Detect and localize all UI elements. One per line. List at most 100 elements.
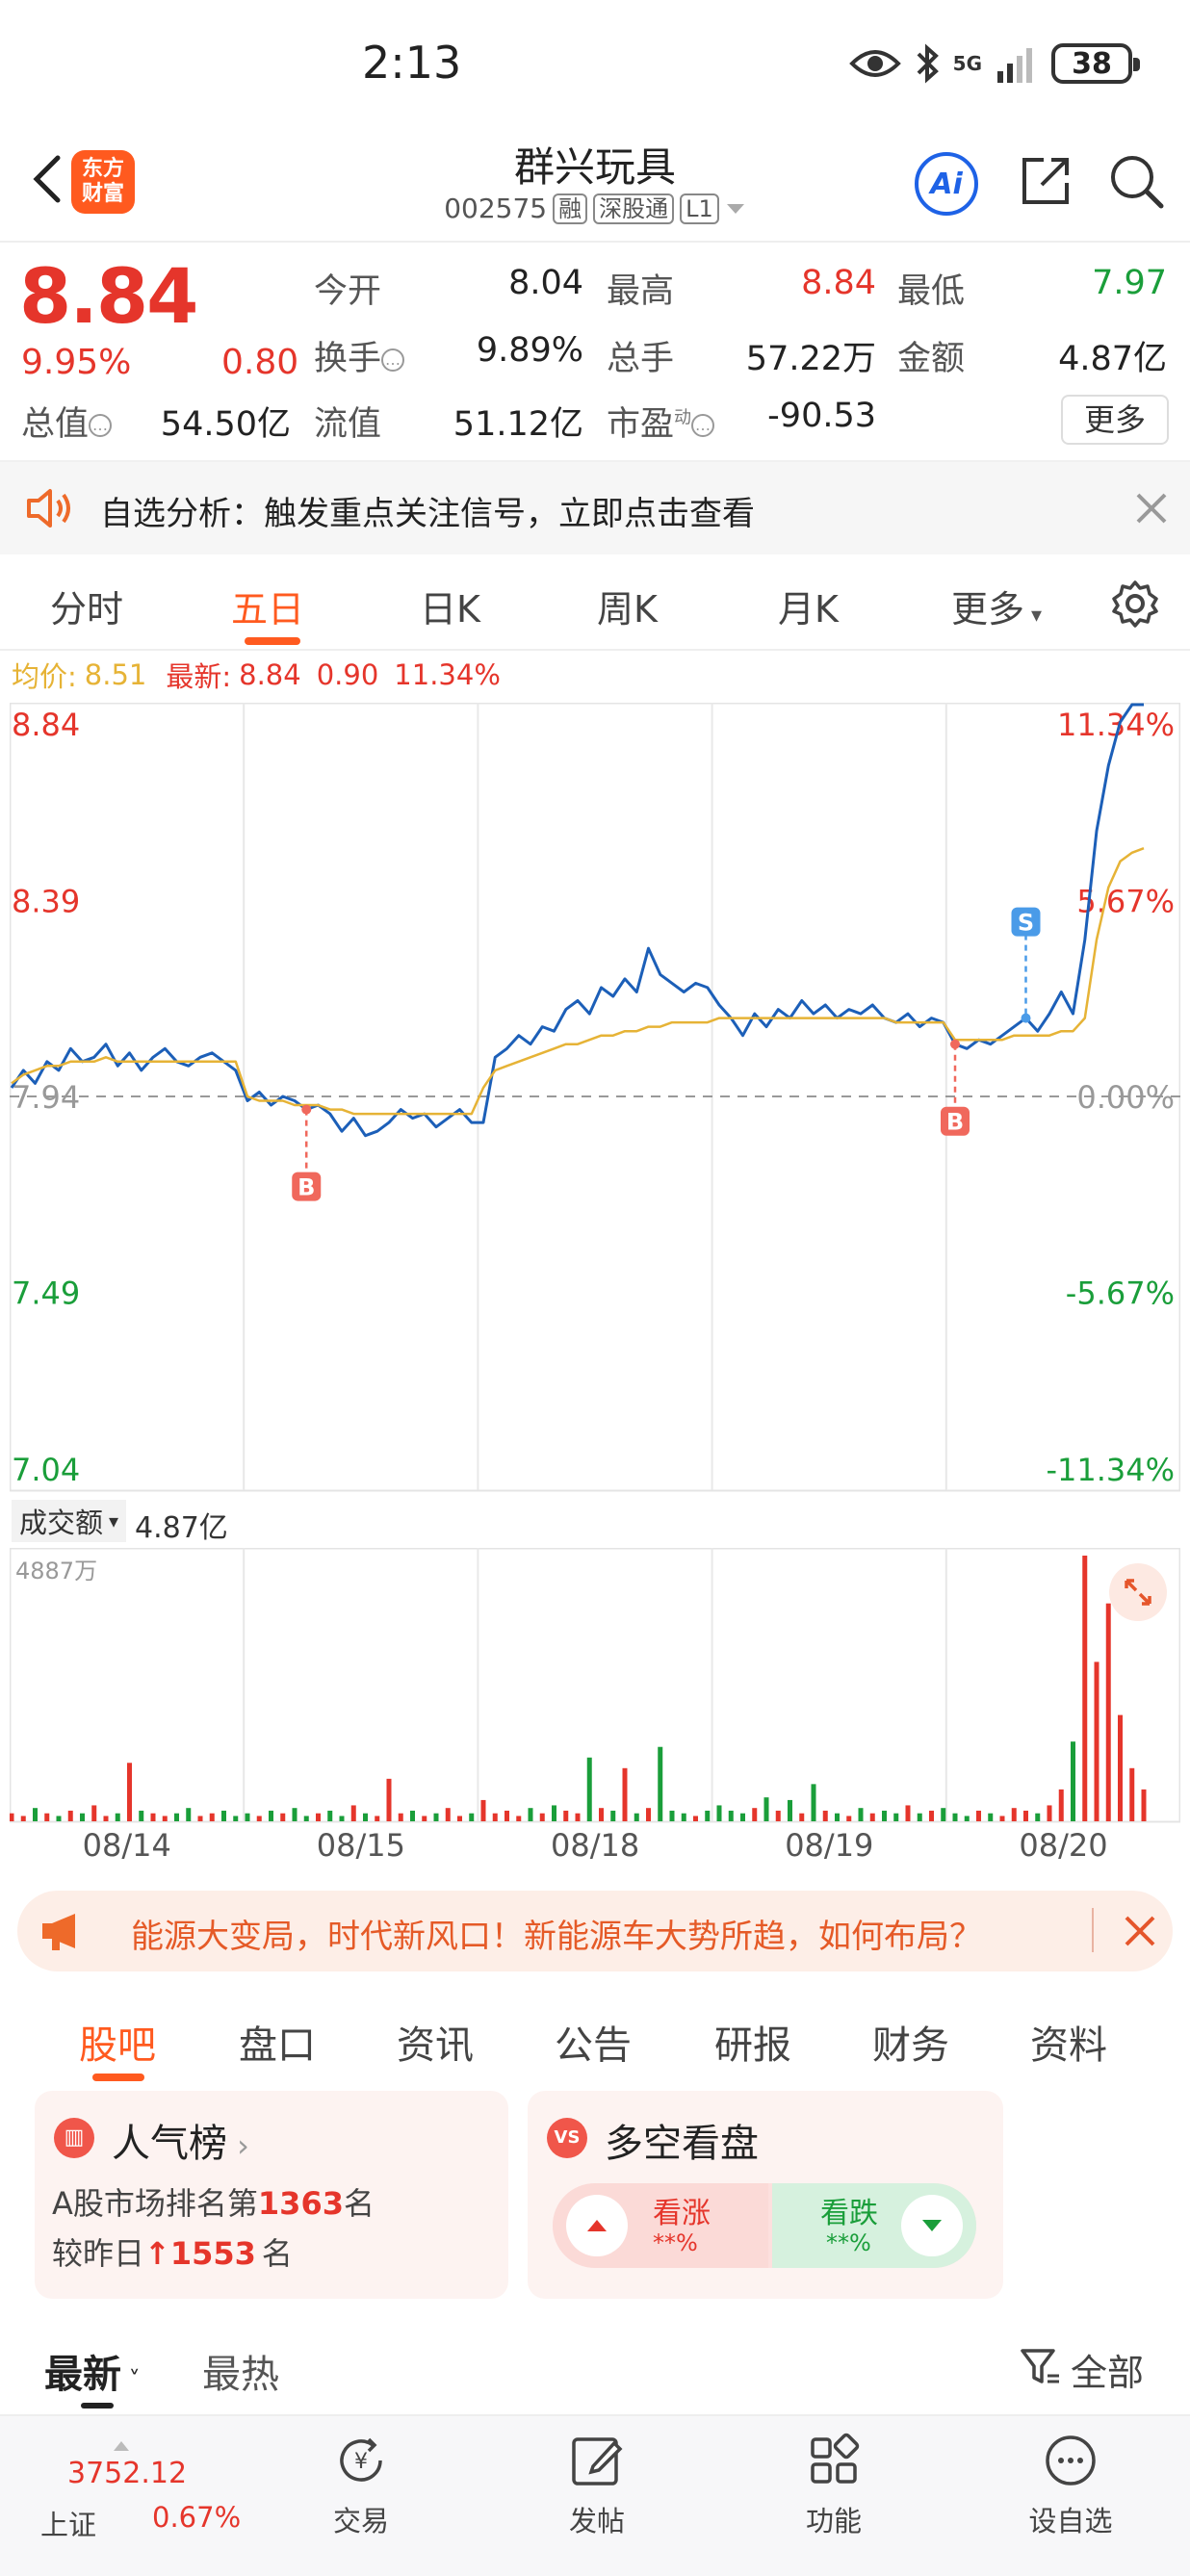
bullish-label: 看涨 [653, 2197, 711, 2230]
volume-bar [209, 1813, 215, 1821]
trade-point [301, 1104, 312, 1115]
pe-info-icon[interactable]: … [691, 414, 715, 437]
volume-bar [186, 1808, 192, 1821]
pe-superscript: 动 [674, 407, 692, 428]
tab-research[interactable]: 研报 [714, 2023, 791, 2068]
tab-daily-k[interactable]: 日K [420, 588, 480, 631]
volume-bar [303, 1816, 309, 1821]
volume-bar [917, 1813, 922, 1821]
volume-bar [763, 1797, 769, 1821]
popularity-card[interactable]: ▥ 人气榜 › A股市场排名第1363名 较昨日↑1553 名 [35, 2091, 508, 2299]
nav-trade-label: 交易 [332, 2505, 389, 2537]
volume-bar [882, 1810, 887, 1821]
back-arrow-icon[interactable] [21, 150, 79, 208]
tab-announcements[interactable]: 公告 [555, 2023, 632, 2068]
tab-news[interactable]: 资讯 [397, 2023, 474, 2068]
volume-bar [716, 1805, 722, 1821]
ai-button[interactable]: Ai [915, 152, 978, 216]
volume-bar [480, 1799, 486, 1821]
nav-trade[interactable]: ¥ 交易 [294, 2430, 428, 2539]
rank-suffix: 名 [343, 2185, 375, 2222]
volume-bar [469, 1813, 475, 1821]
volume-bar [705, 1810, 711, 1821]
volume-bar [233, 1816, 239, 1821]
y-tick-left-label: 7.04 [12, 1452, 80, 1488]
feed-tab-underline [81, 2403, 114, 2409]
volume-bar [1082, 1556, 1088, 1821]
more-button[interactable]: 更多 [1061, 395, 1169, 445]
ranking-icon: ▥ [54, 2118, 94, 2158]
trade-marker-badge[interactable] [1011, 907, 1041, 937]
volume-bar [269, 1810, 273, 1821]
close-icon[interactable] [1132, 489, 1171, 528]
volume-bar [398, 1813, 403, 1821]
filter-icon[interactable] [1019, 2345, 1061, 2387]
tab-profile[interactable]: 资料 [1030, 2023, 1107, 2068]
volume-selector[interactable]: 成交额 ▾ [12, 1500, 127, 1542]
trade-point [1021, 1013, 1031, 1023]
tab-intraday[interactable]: 分时 [50, 588, 124, 631]
bluetooth-icon [917, 43, 939, 84]
trade-marker-badge[interactable] [941, 1106, 970, 1136]
expand-icon[interactable] [1109, 1563, 1167, 1621]
rank-change-number: 1553 [169, 2235, 256, 2272]
nav-post[interactable]: 发帖 [530, 2430, 664, 2539]
trade-marker-badge[interactable] [292, 1172, 322, 1201]
tab-more[interactable]: 更多 ▾ [951, 580, 1042, 632]
latest-change: 0.90 [316, 658, 379, 691]
promo-banner[interactable]: 能源大变局，时代新风口！新能源车大势所趋，如何布局？ [17, 1891, 1173, 1971]
avg-label: 均价: [12, 660, 77, 693]
app-logo-line2: 财富 [81, 182, 124, 206]
turnover-label-text: 换手 [314, 340, 382, 378]
close-icon[interactable] [1121, 1912, 1159, 1950]
price-chart[interactable]: 8.84 11.34%8.39 5.67%7.94 0.00%7.49 -5.67%7.… [10, 703, 1180, 1494]
app-logo: 东方 财富 [71, 150, 135, 214]
tab-financials[interactable]: 财务 [872, 2023, 949, 2068]
rank-number: 1363 [257, 2185, 344, 2222]
svg-text:¥: ¥ [354, 2450, 368, 2474]
volume-bar [846, 1816, 852, 1821]
tab-five-day[interactable]: 五日 [231, 588, 305, 631]
volume-bar [1011, 1808, 1017, 1821]
feed-latest-label: 最新 [44, 2353, 121, 2397]
date-tick-label: 08/14 [82, 1827, 171, 1864]
volume-bar [799, 1813, 805, 1821]
share-icon[interactable] [1015, 150, 1076, 212]
feed-tab-hot[interactable]: 最热 [202, 2353, 279, 2397]
volume-bar [941, 1808, 946, 1821]
eye-icon [848, 50, 901, 77]
volume-bar [127, 1763, 132, 1821]
market-cap-info-icon[interactable]: … [89, 414, 113, 437]
volume-bar [363, 1813, 368, 1821]
gear-icon[interactable] [1109, 578, 1161, 630]
connect-tag: 深股通 [593, 193, 675, 224]
margin-tag: 融 [553, 193, 588, 224]
stock-sub-info[interactable]: 002575 融 深股通 L1 [0, 193, 1190, 224]
bull-bear-title: 多空看盘 [605, 2122, 759, 2166]
feed-tab-latest[interactable]: 最新 ˅ [44, 2343, 141, 2399]
promo-separator [1092, 1908, 1094, 1952]
period-tabs: 分时 五日 日K 周K 月K 更多 ▾ [0, 554, 1190, 651]
compose-icon [572, 2437, 623, 2486]
pe-label: 市盈动… [607, 397, 715, 446]
tab-monthly-k[interactable]: 月K [778, 588, 839, 631]
volume-bar [646, 1808, 651, 1821]
volume-label: 总手 [607, 340, 675, 378]
nav-add-watchlist[interactable]: 设自选 [1003, 2430, 1138, 2539]
rank-line: A股市场排名第1363名 [52, 2179, 375, 2224]
volume-bar [1035, 1813, 1041, 1821]
promo-text: 能源大变局，时代新风口！新能源车大势所趋，如何布局？ [131, 1918, 982, 1956]
filter-label[interactable]: 全部 [1071, 2352, 1145, 2394]
tab-orderbook[interactable]: 盘口 [239, 2023, 316, 2068]
high-value: 8.84 [801, 264, 876, 302]
chevron-right-icon: › [227, 2127, 249, 2164]
tab-weekly-k[interactable]: 周K [597, 588, 658, 631]
tab-forum[interactable]: 股吧 [79, 2023, 156, 2068]
vote-pill: 看涨 **% 看跌 **% [553, 2183, 976, 2268]
volume-bar [788, 1799, 792, 1821]
nav-functions[interactable]: 功能 [766, 2430, 901, 2539]
analysis-banner[interactable]: 自选分析：触发重点关注信号，立即点击查看 [0, 462, 1190, 554]
tab-underline [245, 637, 300, 645]
turnover-info-icon[interactable]: … [381, 348, 405, 372]
search-icon[interactable] [1105, 150, 1167, 212]
